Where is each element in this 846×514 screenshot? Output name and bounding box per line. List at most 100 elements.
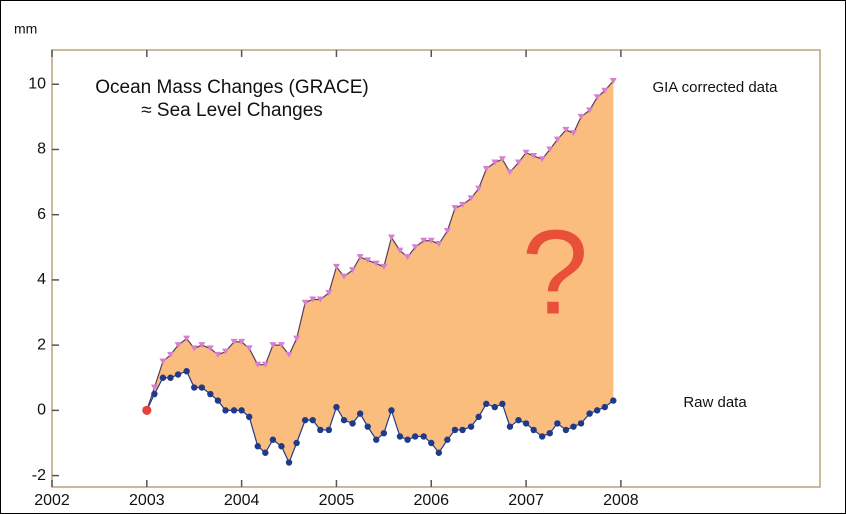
- series-label: Raw data: [683, 394, 747, 411]
- marker: [214, 397, 222, 404]
- marker: [491, 403, 498, 411]
- marker: [254, 443, 261, 450]
- marker: [396, 433, 404, 440]
- marker: [206, 345, 214, 352]
- marker: [498, 156, 506, 163]
- series-label: GIA corrected data: [652, 79, 778, 96]
- marker: [167, 351, 175, 358]
- marker: [444, 436, 451, 443]
- marker: [301, 299, 309, 306]
- y-tick-label: -2: [32, 467, 46, 484]
- annotation: ≈ Sea Level Changes: [141, 100, 323, 121]
- x-tick-label: 2002: [34, 492, 70, 509]
- marker: [309, 416, 316, 424]
- marker: [428, 439, 435, 447]
- annotation: Ocean Mass Changes (GRACE): [95, 77, 369, 98]
- marker: [570, 423, 577, 430]
- marker: [245, 345, 253, 352]
- marker: [332, 263, 340, 270]
- marker: [269, 342, 277, 349]
- marker: [372, 260, 380, 267]
- marker: [183, 368, 190, 375]
- marker: [522, 149, 530, 156]
- marker: [562, 426, 570, 434]
- x-tick-label: 2005: [319, 492, 355, 509]
- marker: [191, 384, 198, 391]
- marker: [316, 296, 324, 303]
- annotation: ?: [522, 206, 589, 340]
- x-tick-label: 2004: [224, 492, 260, 509]
- y-tick-label: 6: [37, 206, 46, 223]
- y-tick-label: 0: [37, 402, 46, 419]
- marker: [349, 420, 356, 427]
- marker: [278, 443, 285, 450]
- y-tick-label: 2: [37, 336, 46, 353]
- marker: [396, 247, 404, 254]
- marker: [546, 429, 553, 437]
- marker: [198, 384, 206, 391]
- marker: [562, 126, 570, 133]
- marker: [364, 423, 371, 430]
- marker: [553, 136, 561, 143]
- y-axis-label: mm: [14, 21, 37, 37]
- marker: [340, 416, 348, 424]
- marker: [411, 244, 419, 251]
- marker: [491, 159, 499, 166]
- marker: [356, 254, 364, 261]
- marker: [387, 234, 395, 241]
- marker: [269, 436, 277, 443]
- marker: [538, 433, 546, 440]
- marker: [404, 254, 412, 261]
- marker: [483, 400, 490, 408]
- marker: [499, 400, 506, 408]
- marker: [475, 413, 482, 421]
- marker: [285, 459, 293, 466]
- marker: [586, 107, 594, 114]
- marker: [325, 289, 333, 296]
- marker: [420, 237, 428, 244]
- x-tick-label: 2007: [508, 492, 544, 509]
- marker: [530, 152, 538, 159]
- marker: [293, 439, 300, 447]
- marker: [317, 426, 324, 434]
- marker: [373, 436, 380, 443]
- y-tick-label: 4: [37, 271, 46, 288]
- marker: [333, 403, 340, 411]
- marker: [593, 407, 601, 414]
- marker: [467, 195, 475, 202]
- y-tick-label: 10: [28, 75, 46, 92]
- marker: [538, 156, 546, 163]
- x-tick-label: 2003: [129, 492, 165, 509]
- marker: [459, 426, 466, 434]
- marker: [309, 296, 317, 303]
- marker: [222, 348, 230, 355]
- marker: [151, 390, 158, 398]
- marker: [404, 436, 411, 443]
- marker: [593, 94, 601, 101]
- marker: [301, 416, 309, 424]
- marker: [569, 130, 577, 137]
- marker: [261, 361, 269, 368]
- marker: [246, 413, 253, 421]
- marker: [506, 169, 514, 176]
- marker: [610, 397, 617, 404]
- marker: [150, 384, 158, 391]
- marker: [183, 335, 191, 342]
- marker: [230, 338, 238, 345]
- marker: [349, 267, 357, 274]
- marker: [554, 420, 561, 427]
- plot-frame: [51, 49, 821, 488]
- marker: [364, 257, 372, 264]
- marker: [277, 342, 285, 349]
- marker: [230, 407, 238, 414]
- x-tick-label: 2006: [413, 492, 449, 509]
- marker: [451, 426, 459, 434]
- marker: [451, 205, 459, 212]
- marker: [238, 338, 246, 345]
- marker: [285, 351, 293, 358]
- marker: [601, 87, 609, 94]
- marker: [222, 407, 229, 414]
- marker: [380, 429, 388, 437]
